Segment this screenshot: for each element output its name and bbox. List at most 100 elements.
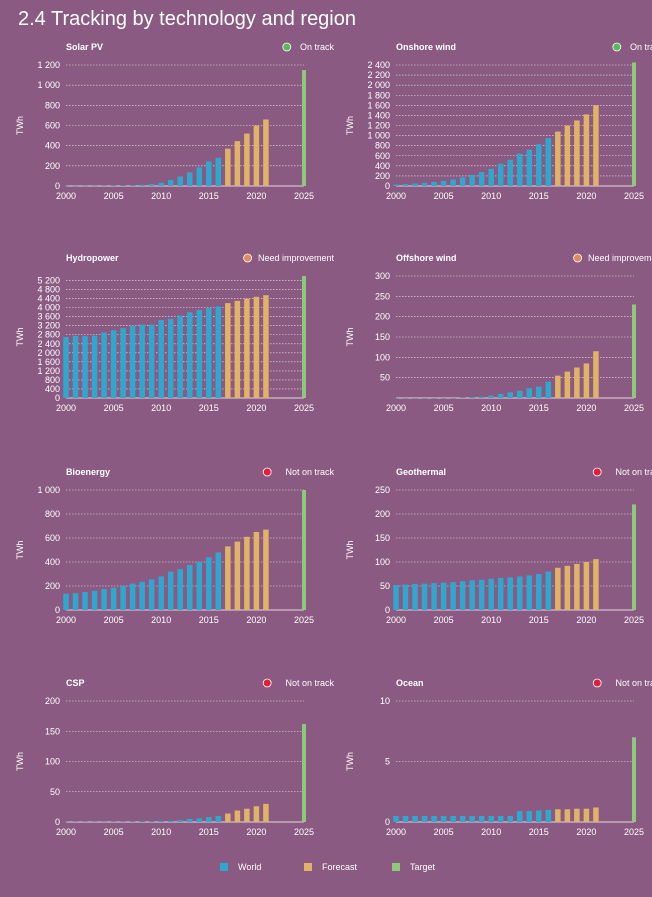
offshore-wind-bar-forecast [583, 363, 590, 398]
onshore-wind-bar-world [545, 138, 552, 186]
csp-bar-world [187, 818, 193, 822]
geothermal-bar-world [545, 571, 552, 610]
hydropower-ytick-label: 1 600 [37, 357, 60, 367]
bioenergy-bar-world [82, 592, 88, 610]
onshore-wind-bar-target [632, 62, 636, 186]
solar-pv-ytick-label: 400 [45, 141, 60, 151]
offshore-wind-ytick-label: 50 [380, 373, 390, 383]
solar-pv-ytick-label: 600 [45, 121, 60, 131]
csp-xtick-label: 2025 [294, 827, 314, 837]
geothermal-ytick-label: 0 [385, 605, 390, 615]
hydropower-bar-world [158, 320, 164, 398]
bioenergy-xtick-label: 2025 [294, 615, 314, 625]
bioenergy-bar-world [177, 569, 183, 610]
bioenergy-bar-forecast [253, 532, 260, 610]
ocean-bar-world [517, 811, 523, 822]
onshore-wind-bar-world [488, 168, 494, 186]
solar-pv-ylabel: TWh [15, 116, 25, 135]
bioenergy-bar-world [167, 571, 174, 610]
csp-xtick-label: 2020 [246, 827, 266, 837]
offshore-wind-xtick-label: 2000 [386, 403, 406, 413]
ocean-status-icon [592, 678, 602, 688]
hydropower-xtick-label: 2015 [199, 403, 219, 413]
ocean-bar-world [450, 815, 456, 822]
onshore-wind-bar-world [431, 181, 437, 186]
geothermal-bar-target [632, 504, 636, 610]
csp-xtick-label: 2015 [199, 827, 219, 837]
legend-swatch-target [392, 863, 400, 871]
ocean-bar-world [402, 815, 409, 822]
ocean-bar-world [536, 810, 542, 822]
ocean-bar-world [488, 815, 494, 822]
offshore-wind-ylabel: TWh [345, 328, 355, 347]
solar-pv-ytick-label: 800 [45, 100, 60, 110]
bioenergy-bar-forecast [234, 541, 241, 610]
hydropower-ytick-label: 3 600 [37, 312, 60, 322]
ocean-bar-forecast [583, 808, 590, 822]
onshore-wind-bar-world [450, 179, 456, 186]
geothermal-bar-world [393, 585, 399, 610]
geothermal-bar-world [517, 576, 523, 610]
ocean-bar-forecast [555, 809, 561, 822]
hydropower-ytick-label: 2 800 [37, 330, 60, 340]
hydropower-bar-world [129, 325, 136, 398]
onshore-wind-bar-world [526, 149, 533, 186]
ocean-bar-world [545, 809, 552, 822]
geothermal-chart-title: Geothermal [396, 467, 446, 477]
bioenergy-bar-world [101, 589, 107, 610]
hydropower-bar-forecast [244, 298, 250, 398]
onshore-wind-xtick-label: 2005 [434, 191, 454, 201]
onshore-wind-xtick-label: 2020 [576, 191, 596, 201]
solar-pv-bar-forecast [234, 141, 241, 186]
ocean-bar-forecast [574, 808, 580, 822]
csp-bar-world [206, 817, 212, 822]
hydropower-bar-world [63, 337, 69, 398]
geothermal-bar-world [459, 581, 466, 610]
hydropower-ytick-label: 800 [45, 375, 60, 385]
geothermal-bar-forecast [583, 562, 590, 610]
offshore-wind-xtick-label: 2005 [434, 403, 454, 413]
ocean-xtick-label: 2025 [624, 827, 644, 837]
solar-pv-bar-world [215, 157, 222, 186]
bioenergy-bar-world [215, 552, 222, 610]
solar-pv-ytick-label: 200 [45, 161, 60, 171]
bioenergy-status-icon [262, 467, 272, 477]
offshore-wind-bar-world [536, 386, 542, 398]
ocean-bar-world [440, 815, 447, 822]
ocean-bar-world [526, 811, 533, 822]
solar-pv-bar-world [177, 176, 183, 186]
csp-bar-forecast [225, 813, 231, 822]
ocean-ytick-label: 10 [380, 696, 390, 706]
offshore-wind-xtick-label: 2025 [624, 403, 644, 413]
solar-pv-bar-forecast [225, 148, 231, 186]
ocean-ytick-label: 0 [385, 817, 390, 827]
ocean-bar-world [421, 815, 428, 822]
geothermal-xtick-label: 2015 [529, 615, 549, 625]
bioenergy-chart-title: Bioenergy [66, 467, 110, 477]
csp-ytick-label: 150 [45, 726, 60, 736]
offshore-wind-bar-forecast [564, 371, 571, 398]
offshore-wind-status-label: Need improvement [588, 253, 652, 263]
geothermal-bar-world [402, 584, 409, 610]
onshore-wind-bar-world [440, 180, 447, 186]
geothermal-status-icon [592, 467, 602, 477]
solar-pv-status-icon [282, 42, 292, 52]
onshore-wind-bar-world [393, 184, 399, 186]
geothermal-ytick-label: 50 [380, 581, 390, 591]
hydropower-ytick-label: 2 400 [37, 339, 60, 349]
csp-ylabel: TWh [15, 752, 25, 771]
onshore-wind-bar-world [507, 159, 513, 186]
ocean-bar-world [469, 815, 475, 822]
onshore-wind-bar-forecast [564, 125, 571, 186]
onshore-wind-bar-world [478, 172, 485, 186]
offshore-wind-bar-world [517, 390, 523, 398]
bioenergy-xtick-label: 2005 [104, 615, 124, 625]
ocean-xtick-label: 2020 [576, 827, 596, 837]
onshore-wind-bar-forecast [593, 105, 599, 186]
solar-pv-bar-world [206, 161, 212, 186]
csp-bar-world [148, 821, 155, 822]
hydropower-ylabel: TWh [15, 328, 25, 347]
legend-label-world: World [238, 862, 262, 872]
legend-label-target: Target [410, 862, 436, 872]
hydropower-chart-title: Hydropower [66, 253, 119, 263]
